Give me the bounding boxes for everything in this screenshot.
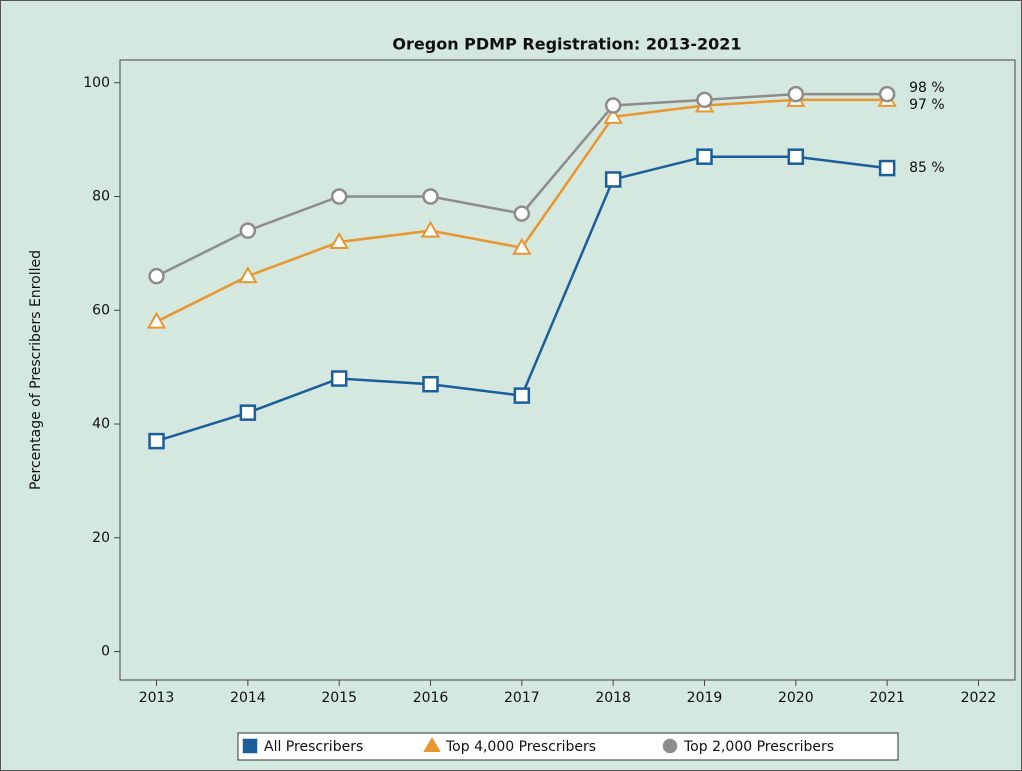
y-tick-label: 80 [92, 189, 110, 205]
legend-label: All Prescribers [264, 739, 363, 755]
marker [787, 85, 805, 103]
marker [239, 404, 257, 421]
marker [696, 91, 713, 109]
marker [604, 97, 622, 114]
legend [237, 732, 899, 761]
marker [148, 432, 165, 450]
legend-marker [662, 738, 678, 754]
marker [330, 188, 348, 205]
marker [878, 85, 896, 103]
y-tick-label: 100 [83, 75, 110, 91]
marker [422, 188, 439, 205]
marker [422, 375, 439, 393]
legend-label: Top 2,000 Prescribers [683, 739, 834, 755]
legend-label: Top 4,000 Prescribers [445, 739, 596, 755]
data-label: 97 % [909, 97, 945, 113]
marker [330, 370, 348, 387]
plot-area [119, 59, 1016, 681]
marker [238, 266, 258, 284]
chart-title: Oregon PDMP Registration: 2013-2021 [392, 35, 741, 54]
marker [512, 237, 532, 255]
x-tick-label: 2021 [869, 690, 905, 706]
marker [329, 232, 349, 250]
x-tick-label: 2019 [687, 690, 723, 706]
x-tick-label: 2017 [504, 690, 540, 706]
marker [878, 159, 896, 177]
marker [146, 311, 167, 329]
y-tick-label: 20 [92, 530, 110, 546]
marker [239, 222, 257, 239]
marker [148, 267, 165, 285]
marker [603, 106, 623, 124]
y-tick-label: 0 [101, 644, 110, 660]
y-axis-label: Percentage of Prescribers Enrolled [28, 250, 44, 490]
marker [787, 148, 805, 165]
x-tick-label: 2015 [321, 690, 357, 706]
data-label: 98 % [909, 80, 945, 96]
data-label: 85 % [909, 160, 945, 176]
marker [420, 220, 441, 238]
x-tick-label: 2018 [595, 690, 631, 706]
legend-marker [242, 738, 258, 754]
x-tick-label: 2013 [139, 690, 175, 706]
x-tick-label: 2014 [230, 690, 266, 706]
marker [604, 171, 622, 188]
marker [513, 205, 531, 222]
y-tick-label: 60 [92, 302, 110, 318]
legend-marker [423, 737, 441, 752]
marker [513, 387, 531, 404]
x-tick-label: 2020 [778, 690, 814, 706]
marker [696, 148, 713, 165]
y-tick-label: 40 [92, 416, 110, 432]
x-tick-label: 2016 [413, 690, 449, 706]
x-tick-label: 2022 [961, 690, 997, 706]
